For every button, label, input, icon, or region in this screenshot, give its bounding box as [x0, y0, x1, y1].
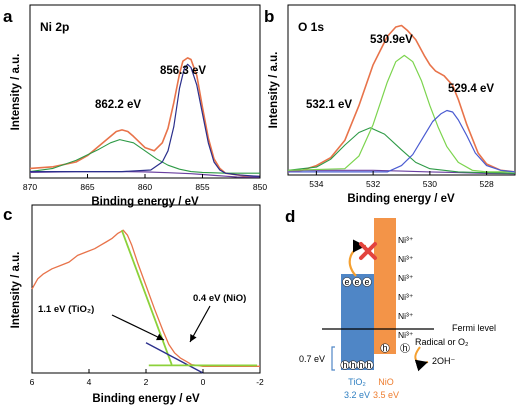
hole-label-nio: h [382, 343, 387, 353]
ni3-label: Ni³⁺ [398, 273, 414, 283]
chart-b-ylabel: Intensity / a.u. [268, 52, 280, 129]
x-tick-label: 532 [366, 179, 380, 189]
hole-marker-surface [400, 343, 410, 353]
chart-b-title: O 1s [298, 20, 324, 34]
electron-label: e [354, 277, 359, 287]
chart-a-annotation-1: 862.2 eV [95, 99, 141, 111]
fermi-level-label: Fermi level [452, 323, 496, 333]
panel-label-c: c [3, 205, 12, 224]
chart-b-annotation-0: 530.9eV [370, 34, 413, 46]
oxidation-arrow-icon [414, 346, 429, 372]
chart-series-component [288, 109, 516, 173]
series-group-a [29, 57, 261, 178]
electron-label: e [364, 277, 369, 287]
x-tick-label: 6 [30, 377, 35, 387]
plot-frame-c [31, 204, 261, 374]
x-tick-label: 4 [87, 377, 92, 387]
ni3-label: Ni³⁺ [398, 254, 414, 264]
x-tick-label: 860 [138, 182, 152, 192]
x-tick-label: 534 [309, 179, 323, 189]
chart-series-component [29, 139, 260, 174]
panel-label-a: a [3, 7, 13, 26]
tick-group-b: 534 532 530 528 [309, 171, 494, 189]
x-tick-label: 850 [253, 182, 267, 192]
chart-a-title: Ni 2p [40, 20, 69, 34]
x-tick-label: 0 [201, 377, 206, 387]
chart-a-ylabel: Intensity / a.u. [10, 54, 22, 131]
oh-label: 2OH⁻ [432, 356, 456, 366]
plot-frame-b [287, 4, 516, 176]
nio-gap-label: 3.5 eV [373, 390, 399, 400]
x-tick-label: 870 [23, 182, 37, 192]
chart-series-background [288, 169, 516, 175]
chart-a-xlabel: Binding energy / eV [91, 196, 199, 208]
chart-a: Ni 2p 870 865 860 855 850 856.3 eV 862.2 eV … [10, 4, 267, 208]
x-tick-label: 2 [144, 377, 149, 387]
hole-label: h [358, 360, 363, 370]
tick-group-a: 870 865 860 855 850 [23, 174, 267, 192]
hole-label-surface: h [402, 343, 407, 353]
chart-a-annotation-0: 856.3 eV [160, 65, 206, 77]
transfer-arrow-icon [348, 239, 367, 277]
nio-name-label: NiO [378, 377, 394, 387]
chart-series-measured [287, 24, 516, 173]
offset-label: 0.7 eV [299, 354, 325, 364]
electron-label: e [344, 277, 349, 287]
chart-series-component [30, 63, 261, 177]
ni3-label: Ni³⁺ [398, 330, 414, 340]
x-tick-label: 528 [480, 179, 494, 189]
electron-group: e e e [342, 277, 372, 287]
hole-marker-nio [380, 343, 390, 353]
ni3-label: Ni³⁺ [398, 292, 414, 302]
chart-c: 6 4 2 0 -2 1.1 eV (TiO₂) 0.4 eV (NiO) Bindin… [10, 204, 264, 405]
radical-label: Radical or O₂ [415, 337, 469, 347]
tio2-bar [341, 274, 374, 370]
chart-series-measured [29, 57, 260, 178]
chart-c-arrow-nio [189, 305, 211, 343]
series-group-c [31, 229, 260, 374]
electron-marker [362, 277, 372, 287]
chart-series-component [287, 127, 516, 174]
chart-series-fit [120, 229, 173, 365]
hole-label: h [366, 360, 371, 370]
cross-icon [359, 242, 377, 260]
tio2-name-label: TiO₂ [348, 377, 366, 387]
electron-marker [342, 277, 352, 287]
hole-group-tio2: h h h h [340, 360, 374, 370]
chart-c-annotation-1: 0.4 eV (NiO) [193, 293, 246, 304]
x-tick-label: 530 [423, 179, 437, 189]
ni3-label-group: Ni³⁺ Ni³⁺ Ni³⁺ Ni³⁺ Ni³⁺ Ni³⁺ [398, 235, 414, 340]
hole-label: h [342, 360, 347, 370]
electron-marker [352, 277, 362, 287]
panel-label-b: b [264, 7, 274, 26]
chart-b-annotation-2: 532.1 eV [306, 99, 352, 111]
chart-c-xlabel: Binding energy / eV [92, 393, 200, 405]
chart-c-annotation-0: 1.1 eV (TiO₂) [38, 304, 94, 315]
chart-c-ylabel: Intensity / a.u. [10, 252, 22, 329]
nio-bar [374, 218, 396, 354]
band-diagram: e e e h h h h h h Ni³⁺ Ni³⁺ Ni³⁺ Ni³⁺ Ni… [299, 218, 496, 400]
panel-label-d: d [285, 207, 295, 226]
ni3-label: Ni³⁺ [398, 311, 414, 321]
chart-b-annotation-1: 529.4 eV [448, 83, 494, 95]
hole-marker [364, 360, 374, 370]
series-group-b [287, 24, 516, 175]
chart-b-xlabel: Binding energy / eV [347, 193, 455, 205]
chart-c-arrow-tio2 [111, 314, 165, 341]
tio2-gap-label: 3.2 eV [344, 390, 370, 400]
chart-b: O 1s 534 532 530 528 530.9eV 529.4 eV 532.1… [268, 4, 516, 205]
x-tick-label: 865 [80, 182, 94, 192]
chart-series-component [287, 54, 515, 173]
offset-bracket [331, 346, 335, 371]
x-tick-label: 855 [195, 182, 209, 192]
tick-group-c: 6 4 2 0 -2 [30, 369, 264, 387]
x-tick-label: -2 [256, 377, 264, 387]
chart-series-fit [145, 342, 204, 374]
hole-label: h [350, 360, 355, 370]
ni3-label: Ni³⁺ [398, 235, 414, 245]
